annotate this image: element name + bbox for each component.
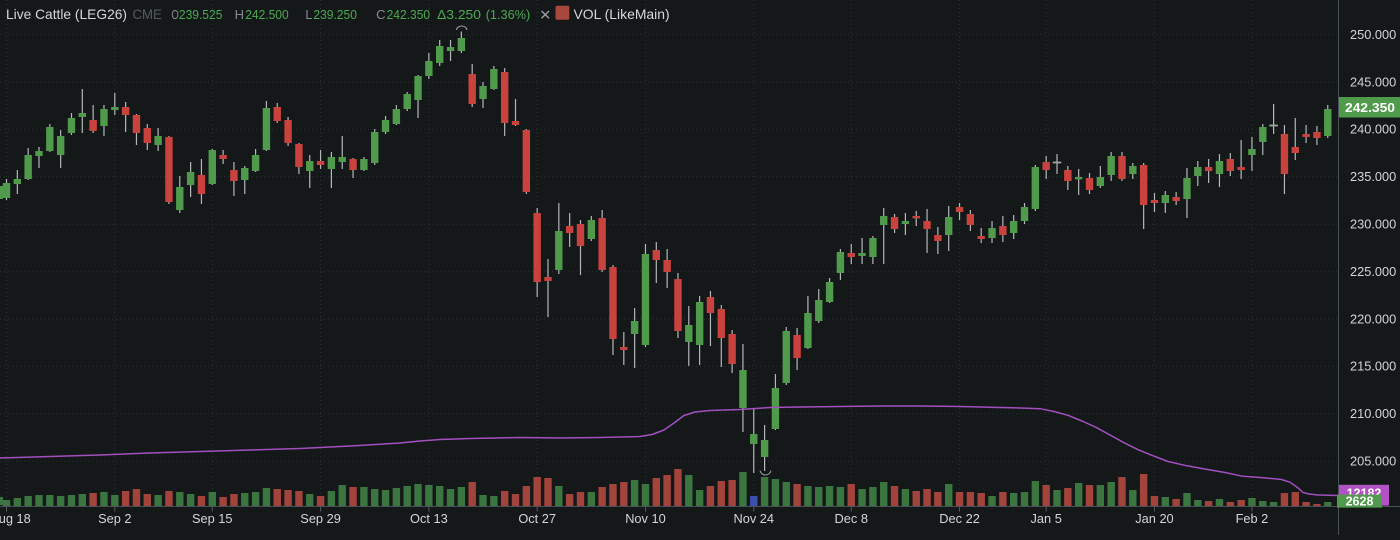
svg-text:242.350: 242.350 [1345,100,1395,115]
svg-text:H: H [235,7,244,22]
svg-text:242.500: 242.500 [245,7,289,22]
svg-text:225.000: 225.000 [1350,264,1396,279]
svg-text:239.525: 239.525 [179,7,223,22]
svg-text:2628: 2628 [1346,494,1374,508]
svg-text:239.250: 239.250 [313,7,357,22]
svg-text:Nov 24: Nov 24 [733,511,774,526]
svg-text:Dec 8: Dec 8 [835,511,868,526]
svg-text:240.000: 240.000 [1350,122,1396,137]
svg-text:C: C [376,7,386,22]
svg-text:Jan 5: Jan 5 [1031,511,1062,526]
svg-text:220.000: 220.000 [1350,311,1396,326]
svg-text:235.000: 235.000 [1350,169,1396,184]
svg-text:(1.36%): (1.36%) [486,7,531,22]
svg-text:Feb 2: Feb 2 [1236,511,1269,526]
svg-text:Δ3.250: Δ3.250 [437,7,481,22]
svg-text:230.000: 230.000 [1350,217,1396,232]
svg-text:Sep 29: Sep 29 [300,511,341,526]
svg-text:L: L [305,7,312,22]
svg-text:Oct 27: Oct 27 [518,511,556,526]
svg-text:O: O [171,7,178,22]
svg-text:Nov 10: Nov 10 [625,511,666,526]
svg-text:250.000: 250.000 [1350,27,1396,42]
svg-text:205.000: 205.000 [1350,454,1396,469]
svg-text:Oct 13: Oct 13 [410,511,448,526]
svg-text:Sep 15: Sep 15 [192,511,233,526]
svg-text:Aug 18: Aug 18 [0,511,31,526]
svg-text:Sep 2: Sep 2 [98,511,131,526]
svg-text:242.350: 242.350 [387,7,431,22]
svg-text:CME: CME [133,6,162,22]
svg-text:245.000: 245.000 [1350,74,1396,89]
svg-text:Dec 22: Dec 22 [939,511,980,526]
svg-text:Jan 20: Jan 20 [1135,511,1173,526]
svg-text:215.000: 215.000 [1350,359,1396,374]
svg-text:VOL (LikeMain): VOL (LikeMain) [574,6,670,22]
svg-text:Live Cattle (LEG26): Live Cattle (LEG26) [6,6,127,22]
svg-text:210.000: 210.000 [1350,406,1396,421]
